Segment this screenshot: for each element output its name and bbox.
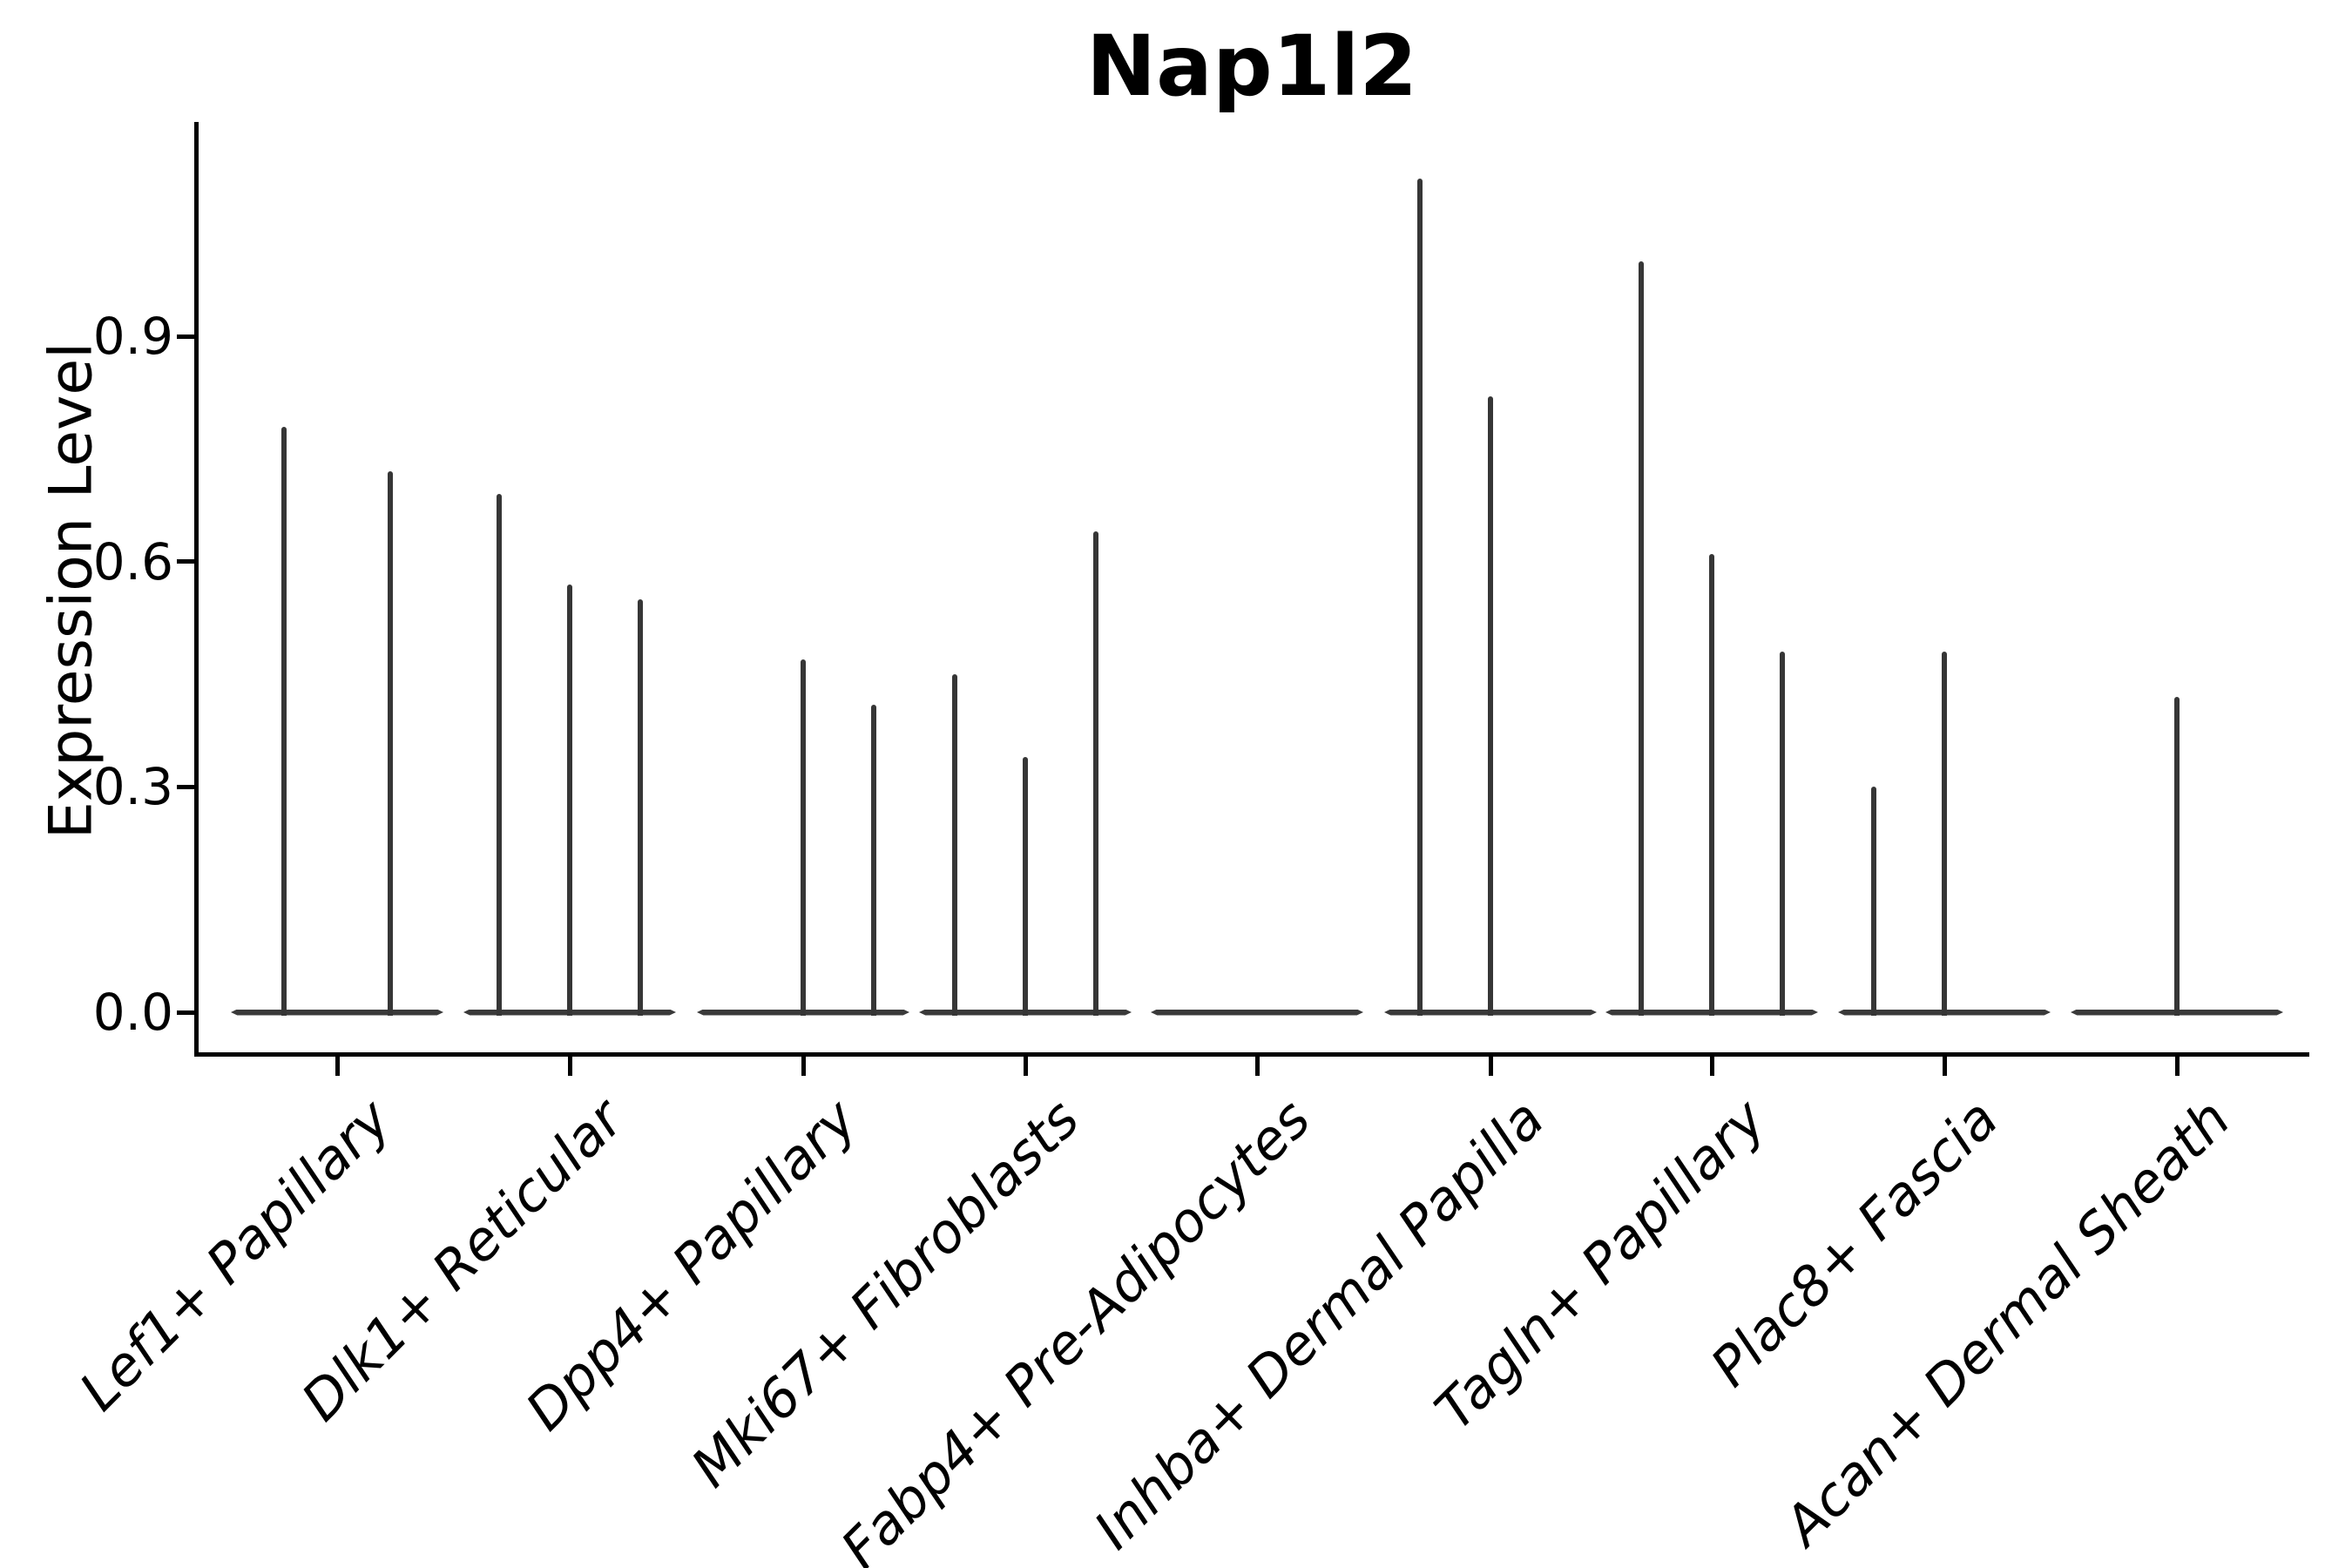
x-tick-label: Acan+ Dermal Sheath — [1772, 1086, 2243, 1558]
x-tick — [1254, 1057, 1260, 1076]
x-tick — [1942, 1057, 1947, 1076]
violin-spike — [1639, 261, 1644, 1016]
violin-spike — [1709, 554, 1714, 1016]
y-axis-spine — [194, 122, 199, 1057]
x-tick — [1709, 1057, 1714, 1076]
violin-spike — [1488, 396, 1493, 1016]
x-tick — [567, 1057, 572, 1076]
y-tick-label: 0.6 — [92, 531, 173, 591]
violin-spike — [871, 704, 876, 1016]
y-tick-label: 0.9 — [92, 307, 173, 367]
x-tick-label: Fabp4+ Pre-Adipocytes — [828, 1086, 1323, 1568]
y-tick — [177, 1010, 194, 1015]
x-tick — [801, 1057, 806, 1076]
violin-spike — [1780, 652, 1785, 1016]
y-tick — [177, 334, 194, 339]
x-axis-spine — [194, 1052, 2309, 1057]
violin-spike — [281, 426, 287, 1016]
x-tick-label: Mki67+ Fibroblasts — [679, 1086, 1092, 1500]
x-tick — [335, 1057, 340, 1076]
violin-spike — [388, 471, 393, 1016]
violin-body — [1151, 1009, 1363, 1016]
x-tick — [2174, 1057, 2180, 1076]
x-tick — [1488, 1057, 1493, 1076]
violin-spike — [497, 494, 502, 1016]
violin-spike — [567, 584, 572, 1016]
y-tick-label: 0.0 — [92, 983, 173, 1042]
x-tick-label: Inhba+ Dermal Papilla — [1081, 1086, 1557, 1562]
violin-body — [231, 1009, 443, 1016]
violin-spike — [1942, 652, 1947, 1016]
violin-spike — [1023, 756, 1028, 1016]
violin-spike — [2174, 696, 2180, 1016]
violin-spike — [1417, 179, 1423, 1016]
violin-spike — [638, 598, 643, 1016]
x-tick — [1023, 1057, 1028, 1076]
violin-spike — [1871, 787, 1876, 1016]
chart-title: Nap1l2 — [1085, 17, 1418, 115]
y-tick — [177, 559, 194, 564]
y-tick-label: 0.3 — [92, 757, 173, 817]
violin-spike — [1093, 531, 1098, 1016]
y-tick — [177, 784, 194, 789]
violin-spike — [952, 674, 957, 1016]
violin-spike — [801, 659, 806, 1016]
